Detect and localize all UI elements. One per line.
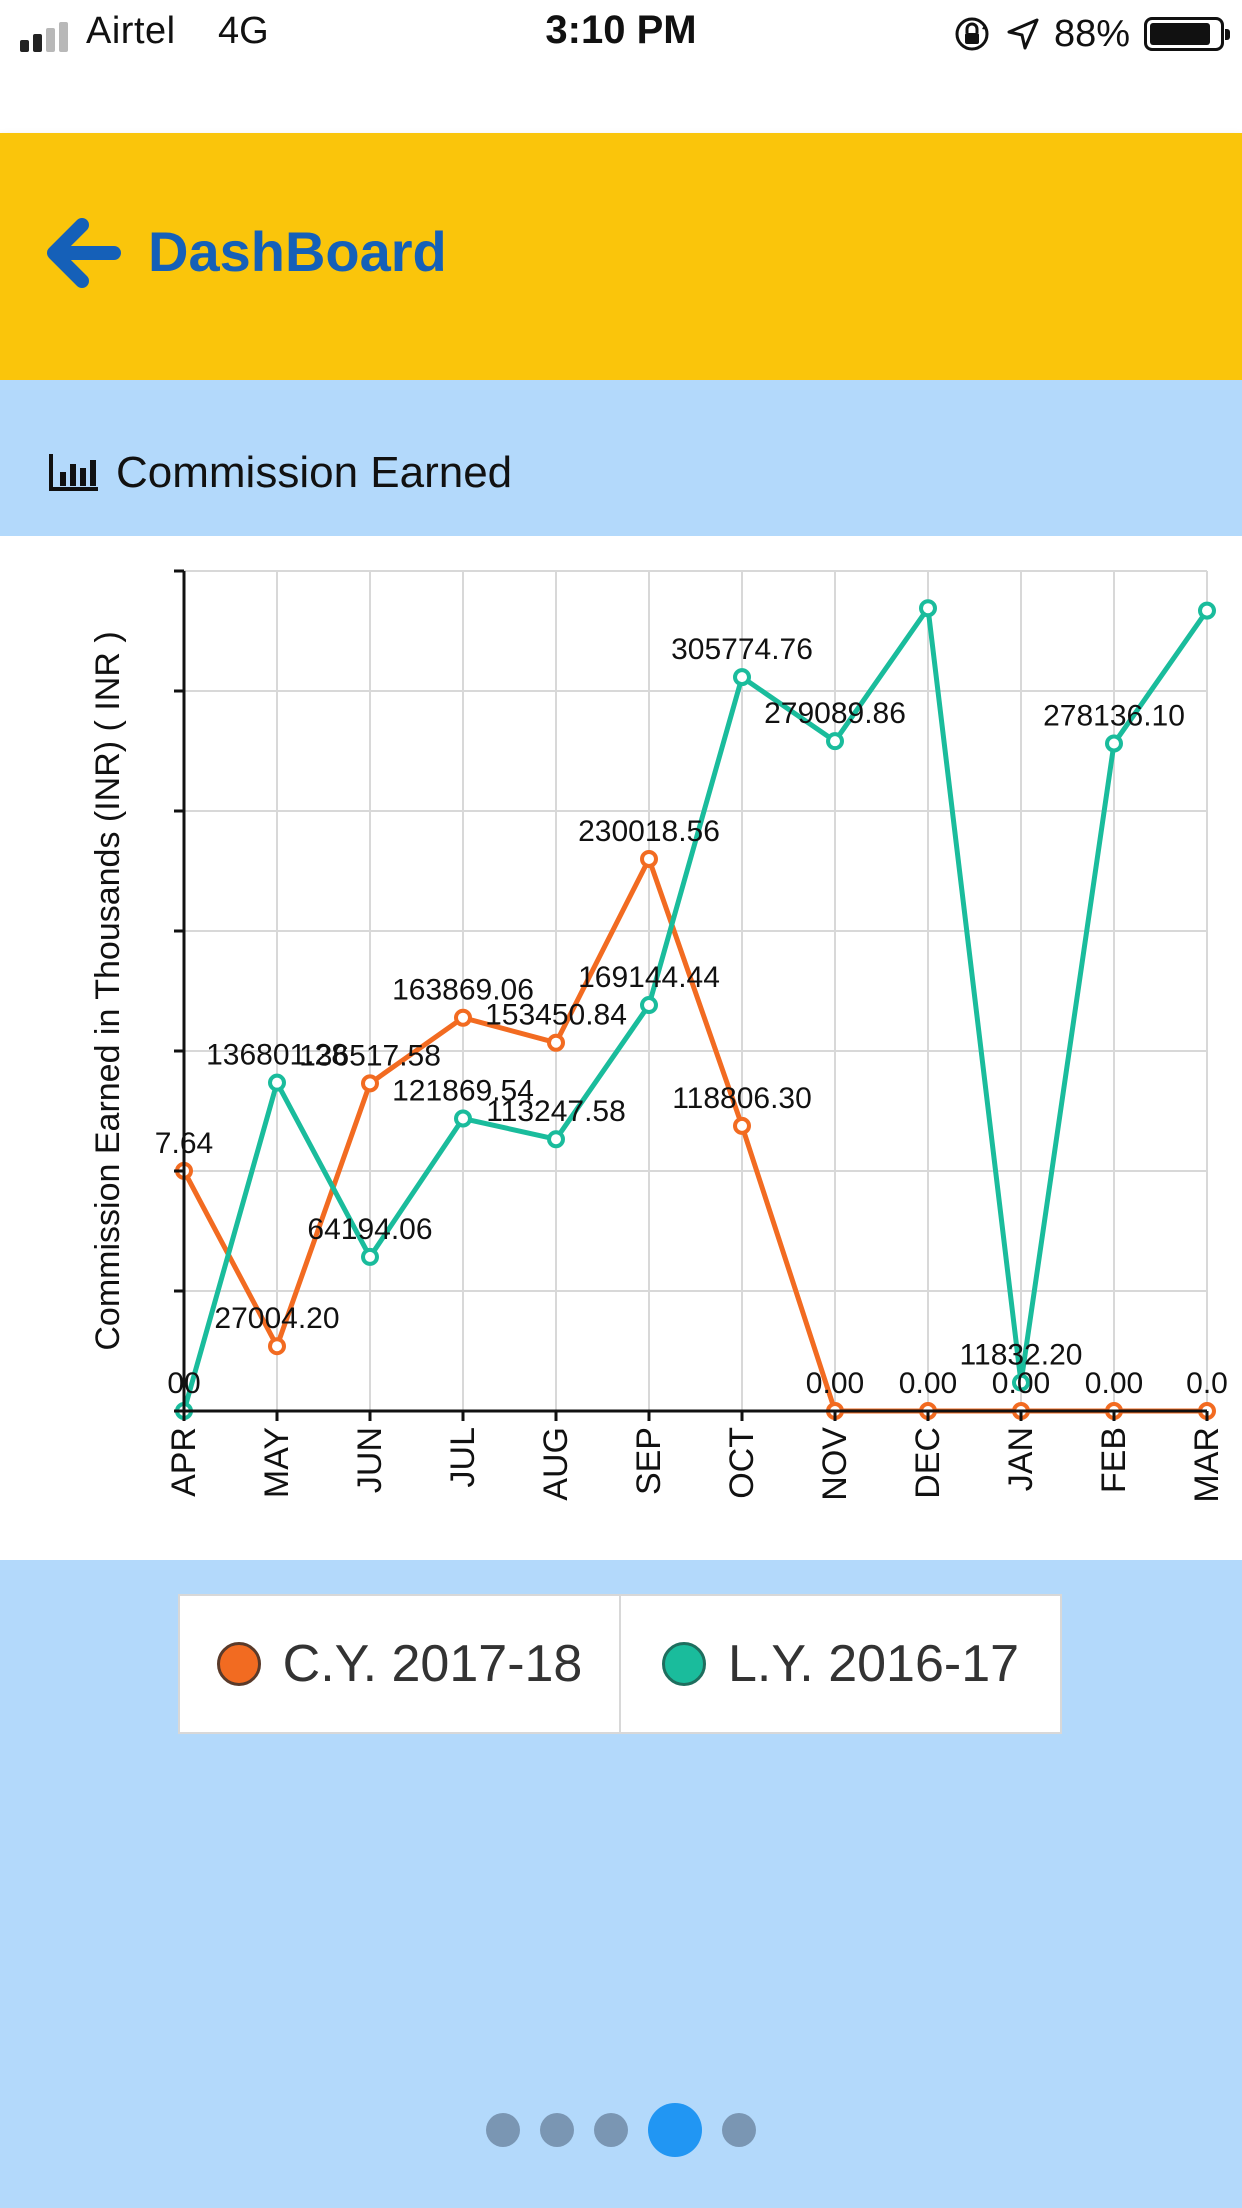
x-tick-label: APR: [165, 1427, 203, 1497]
legend-swatch: [216, 1642, 261, 1686]
data-label: 0.00: [992, 1367, 1050, 1400]
legend-item-last-year[interactable]: L.Y. 2016-17: [619, 1596, 1060, 1732]
x-tick-label: SEP: [630, 1427, 668, 1495]
data-point: [547, 1130, 565, 1149]
data-label: 64194.06: [307, 1213, 432, 1246]
legend-label: L.Y. 2016-17: [727, 1635, 1020, 1693]
page-indicator: [0, 2102, 1242, 2158]
legend-item-current-year[interactable]: C.Y. 2017-18: [180, 1596, 619, 1732]
data-label: 230018.56: [578, 815, 720, 848]
x-tick-label: OCT: [723, 1427, 761, 1499]
x-tick-label: MAY: [258, 1427, 296, 1498]
page-dot-2[interactable]: [540, 2113, 574, 2147]
data-point: [733, 668, 751, 687]
orientation-lock-icon: [955, 17, 989, 51]
page-dot-3[interactable]: [594, 2113, 628, 2147]
card-header: Commission Earned: [0, 380, 1242, 536]
data-point: [454, 1008, 472, 1027]
x-tick-label: DEC: [909, 1427, 947, 1499]
location-arrow-icon: [1007, 18, 1039, 50]
data-label: 169144.44: [578, 961, 720, 994]
data-point: [268, 1073, 286, 1092]
data-label: 279089.86: [764, 697, 906, 730]
status-right-group: 88%: [952, 8, 1230, 60]
data-label: 0.00: [806, 1367, 864, 1400]
data-point: [1198, 601, 1216, 620]
data-point: [268, 1337, 286, 1356]
page-dot-5[interactable]: [722, 2113, 756, 2147]
data-label: 305774.76: [671, 633, 813, 666]
data-point: [733, 1116, 751, 1135]
data-label: 118806.30: [672, 1082, 812, 1115]
data-point: [1105, 734, 1123, 753]
legend-swatch: [661, 1642, 706, 1686]
chart-legend: C.Y. 2017-18 L.Y. 2016-17: [178, 1594, 1062, 1734]
data-label: 27004.20: [214, 1302, 339, 1335]
app-bar: DashBoard: [0, 133, 1242, 380]
data-label: 153450.84: [485, 999, 627, 1032]
data-point: [547, 1033, 565, 1052]
x-tick-label: NOV: [816, 1427, 854, 1501]
data-point: [826, 732, 844, 751]
data-label: 0.0: [1186, 1367, 1228, 1400]
page-dot-4[interactable]: [648, 2103, 702, 2157]
data-label: 136517.58: [299, 1039, 441, 1072]
signal-strength-icon: [20, 18, 68, 52]
data-label: 163869.06: [392, 974, 534, 1007]
battery-icon: [1144, 17, 1230, 51]
network-type: 4G: [218, 10, 269, 52]
data-label: 11832.20: [960, 1339, 1083, 1372]
data-point: [361, 1074, 379, 1093]
x-tick-label: MAR: [1188, 1427, 1226, 1503]
card-title: Commission Earned: [116, 448, 513, 497]
data-label: 121869.54: [392, 1075, 534, 1108]
data-point: [919, 599, 937, 618]
data-point: [361, 1247, 379, 1266]
legend-label: C.Y. 2017-18: [282, 1635, 583, 1693]
data-point: [640, 996, 658, 1015]
y-axis-title: Commission Earned in Thousands (INR) ( I…: [89, 631, 127, 1350]
data-point: [454, 1109, 472, 1128]
x-tick-label: JAN: [1002, 1427, 1040, 1491]
data-point: [640, 849, 658, 868]
x-tick-label: AUG: [537, 1427, 575, 1501]
data-label: 278136.10: [1043, 699, 1185, 732]
data-point: [1012, 1373, 1030, 1392]
data-label: 113247.58: [486, 1095, 626, 1128]
x-tick-label: JUL: [444, 1427, 482, 1487]
chart-svg: 7.6427004.20136517.58163869.06153450.842…: [89, 569, 1228, 1503]
line-chart: 7.64 27004.20 136517.58 163869.06 153450.84 2…: [0, 536, 1242, 1560]
x-tick-label: JUN: [351, 1427, 389, 1493]
series-line-last-year: [181, 605, 1210, 1412]
battery-fill: [1150, 23, 1210, 45]
data-label: 0.00: [1085, 1367, 1143, 1400]
arrow-left-icon[interactable]: [44, 213, 124, 293]
x-tick-label: FEB: [1095, 1427, 1133, 1493]
status-bar: Airtel 4G 3:10 PM 88%: [0, 0, 1242, 133]
battery-percent: 88%: [1053, 12, 1130, 55]
page-dot-1[interactable]: [486, 2113, 520, 2147]
carrier-name: Airtel: [86, 10, 176, 52]
data-label: 136801.28: [206, 1039, 348, 1072]
page-title: DashBoard: [148, 220, 447, 283]
bar-chart-icon: [49, 454, 98, 491]
clock: 3:10 PM: [545, 8, 697, 52]
data-label: 0.00: [899, 1367, 957, 1400]
